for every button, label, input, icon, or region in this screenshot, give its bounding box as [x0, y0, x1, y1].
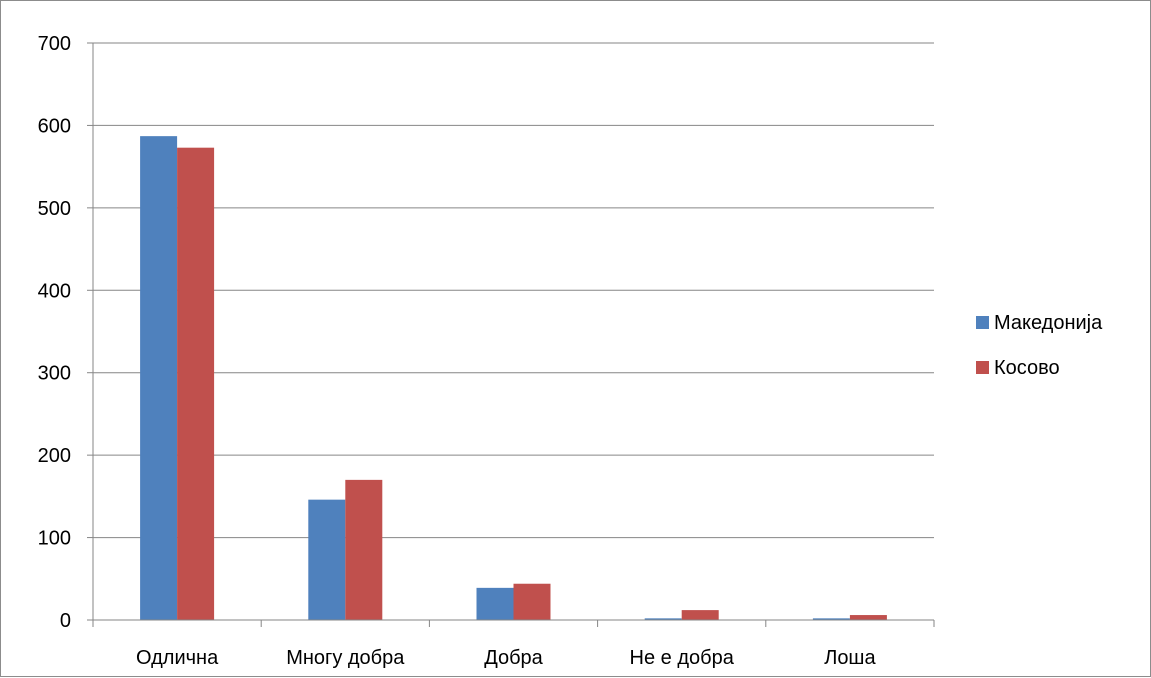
gridlines	[93, 42, 934, 539]
x-tick-label: Добра	[484, 647, 543, 669]
y-tick-label: 700	[38, 33, 71, 55]
y-tick-label: 200	[38, 445, 71, 467]
y-tick-label: 500	[38, 198, 71, 220]
bar-series-1-0	[140, 136, 178, 620]
bar-series-2-1	[345, 479, 383, 620]
bar-series-1-1	[308, 499, 346, 620]
legend-label: Косово	[994, 357, 1060, 379]
bar-series-1-3	[644, 618, 682, 620]
y-tick-label: 600	[38, 115, 71, 137]
x-axis-labels: Одлична Многу добра Добра Не е добра Лоша	[136, 647, 876, 669]
bar-series-2-2	[513, 583, 551, 620]
axes	[92, 43, 935, 627]
legend-label: Македонија	[994, 312, 1103, 334]
bar-series-2-0	[177, 147, 215, 621]
legend: Македонија Косово	[976, 312, 1103, 379]
legend-swatch	[976, 316, 989, 329]
y-axis-ticks: 0 100 200 300 400 500 600 700	[38, 33, 93, 632]
x-tick-label: Лоша	[824, 647, 876, 669]
legend-swatch	[976, 361, 989, 374]
y-tick-label: 100	[38, 528, 71, 550]
bar-series-1-2	[476, 587, 514, 620]
bar-series-1-4	[812, 618, 850, 620]
bars	[140, 136, 887, 621]
y-tick-label: 400	[38, 280, 71, 302]
x-tick-label: Одлична	[136, 647, 219, 669]
bar-series-2-4	[849, 615, 887, 620]
x-tick-label: Не е добра	[630, 647, 735, 669]
x-tick-label: Многу добра	[286, 647, 405, 669]
y-tick-label: 0	[60, 610, 71, 632]
y-tick-label: 300	[38, 363, 71, 385]
bar-series-2-3	[681, 610, 719, 620]
